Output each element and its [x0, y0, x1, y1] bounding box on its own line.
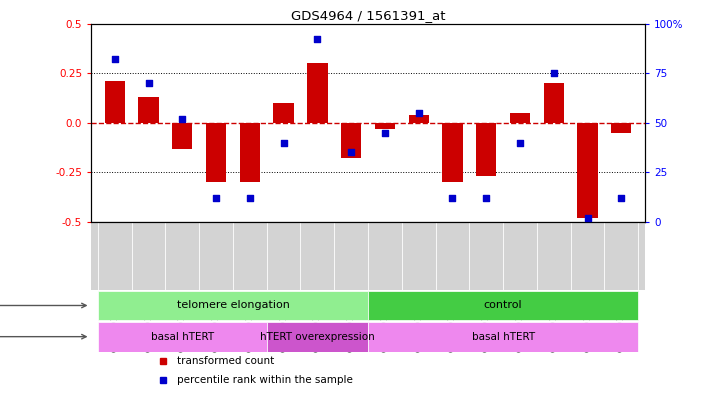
- Bar: [98, 290, 368, 320]
- Point: [278, 140, 290, 146]
- Bar: [273, 103, 294, 123]
- Point: [615, 195, 627, 201]
- Bar: [442, 123, 463, 182]
- Bar: [510, 113, 530, 123]
- Bar: [368, 290, 638, 320]
- Bar: [104, 81, 125, 123]
- Text: basal hTERT: basal hTERT: [151, 332, 214, 342]
- Point: [312, 36, 323, 42]
- Text: protocol: protocol: [0, 301, 86, 310]
- Bar: [543, 83, 564, 123]
- Text: genotype/variation: genotype/variation: [0, 332, 86, 342]
- Bar: [368, 322, 638, 352]
- Text: control: control: [484, 301, 522, 310]
- Point: [244, 195, 255, 201]
- Point: [582, 215, 593, 221]
- Point: [210, 195, 222, 201]
- Bar: [341, 123, 361, 158]
- Point: [143, 80, 154, 86]
- Point: [379, 130, 390, 136]
- Bar: [611, 123, 632, 133]
- Bar: [409, 115, 429, 123]
- Point: [548, 70, 559, 76]
- Bar: [206, 123, 226, 182]
- Text: basal hTERT: basal hTERT: [472, 332, 535, 342]
- Point: [481, 195, 492, 201]
- Point: [177, 116, 188, 122]
- Title: GDS4964 / 1561391_at: GDS4964 / 1561391_at: [291, 9, 445, 22]
- Bar: [172, 123, 193, 149]
- Point: [447, 195, 458, 201]
- Text: hTERT overexpression: hTERT overexpression: [260, 332, 375, 342]
- Text: transformed count: transformed count: [177, 356, 274, 366]
- Bar: [266, 322, 368, 352]
- Bar: [98, 322, 266, 352]
- Bar: [476, 123, 496, 176]
- Text: telomere elongation: telomere elongation: [177, 301, 290, 310]
- Point: [346, 149, 357, 156]
- Point: [109, 56, 121, 62]
- Bar: [578, 123, 598, 218]
- Text: percentile rank within the sample: percentile rank within the sample: [177, 375, 353, 385]
- Bar: [240, 123, 260, 182]
- Bar: [138, 97, 158, 123]
- Point: [515, 140, 526, 146]
- Point: [413, 110, 424, 116]
- Bar: [375, 123, 395, 129]
- Bar: [307, 63, 327, 123]
